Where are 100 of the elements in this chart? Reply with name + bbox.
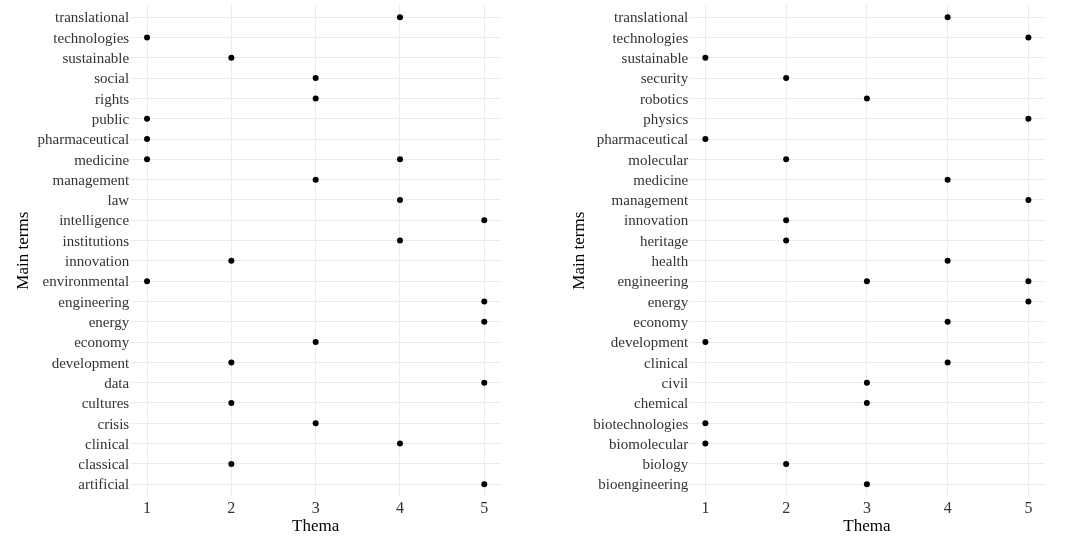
point [144, 136, 151, 143]
point [396, 156, 403, 163]
point [396, 440, 403, 447]
point [863, 95, 870, 102]
point [863, 481, 870, 488]
point [312, 420, 319, 427]
point [396, 237, 403, 244]
x-axis-title: Thema [292, 516, 340, 536]
x-tick-label: 1 [701, 499, 710, 517]
y-tick-label: innovation [65, 253, 130, 270]
y-tick-label: security [640, 70, 689, 87]
point [944, 359, 951, 366]
y-tick-label: energy [88, 314, 130, 331]
point [144, 115, 151, 122]
y-tick-label: physics [643, 110, 689, 127]
point [481, 379, 488, 386]
x-tick-label: 5 [480, 499, 489, 517]
point [312, 176, 319, 183]
point [396, 196, 403, 203]
x-axis-title: Thema [843, 516, 891, 536]
point [944, 318, 951, 325]
point [783, 217, 790, 224]
y-tick-label: robotics [639, 90, 689, 107]
x-tick-label: 4 [943, 499, 952, 517]
y-tick-label: crisis [97, 415, 130, 432]
point [228, 460, 235, 467]
point [944, 14, 951, 21]
y-tick-label: sustainable [621, 50, 689, 67]
y-tick-label: social [94, 70, 130, 87]
y-tick-label: public [91, 110, 130, 127]
point [783, 75, 790, 82]
y-tick-label: sustainable [62, 50, 130, 67]
x-tick-label: 2 [227, 499, 236, 517]
y-tick-label: bioengineering [598, 476, 689, 493]
y-tick-label: classical [78, 456, 130, 473]
point [312, 95, 319, 102]
y-tick-label: management [52, 171, 130, 188]
point [944, 257, 951, 264]
point [783, 237, 790, 244]
y-tick-label: development [51, 354, 130, 371]
x-tick-label: 2 [782, 499, 791, 517]
point [228, 399, 235, 406]
y-tick-label: management [611, 192, 690, 209]
point [228, 359, 235, 366]
point [1025, 298, 1032, 305]
y-axis-title: Main terms [13, 211, 33, 290]
point [702, 440, 709, 447]
y-tick-label: health [651, 253, 689, 270]
point [312, 339, 319, 346]
y-tick-label: biomolecular [609, 435, 689, 452]
point [863, 399, 870, 406]
y-tick-label: medicine [74, 151, 130, 168]
y-tick-label: development [610, 334, 690, 351]
point [312, 75, 319, 82]
point [144, 156, 151, 163]
y-tick-label: translational [614, 9, 689, 26]
y-tick-label: medicine [633, 171, 689, 188]
point [481, 298, 488, 305]
y-tick-label: biology [642, 456, 689, 473]
y-tick-label: engineering [58, 293, 130, 310]
point [783, 460, 790, 467]
y-tick-label: artificial [78, 476, 130, 493]
y-tick-label: rights [95, 90, 130, 107]
point [396, 14, 403, 21]
y-tick-label: technologies [612, 29, 689, 46]
y-tick-label: pharmaceutical [596, 131, 689, 148]
point [481, 217, 488, 224]
y-tick-label: pharmaceutical [37, 131, 130, 148]
y-tick-label: data [104, 374, 130, 391]
point [944, 176, 951, 183]
point [702, 420, 709, 427]
point [1025, 34, 1032, 41]
point [228, 257, 235, 264]
x-tick-label: 1 [143, 499, 152, 517]
point [228, 54, 235, 61]
y-tick-label: clinical [85, 435, 130, 452]
y-tick-label: chemical [634, 395, 689, 412]
x-tick-label: 5 [1024, 499, 1033, 517]
point [481, 318, 488, 325]
point [702, 136, 709, 143]
y-tick-label: technologies [53, 29, 130, 46]
y-tick-label: engineering [617, 273, 689, 290]
x-tick-label: 3 [862, 499, 871, 517]
y-tick-label: civil [661, 374, 689, 391]
y-tick-label: clinical [644, 354, 689, 371]
y-tick-label: biotechnologies [593, 415, 689, 432]
y-tick-label: translational [55, 9, 130, 26]
point [481, 481, 488, 488]
y-tick-label: institutions [62, 232, 130, 249]
point [144, 278, 151, 285]
y-axis-title: Main terms [568, 211, 588, 290]
y-tick-label: intelligence [59, 212, 130, 229]
point [1025, 278, 1032, 285]
y-tick-label: environmental [42, 273, 130, 290]
point [1025, 115, 1032, 122]
point [783, 156, 790, 163]
point [863, 379, 870, 386]
y-tick-label: molecular [628, 151, 689, 168]
y-tick-label: economy [633, 314, 689, 331]
y-tick-label: economy [74, 334, 130, 351]
